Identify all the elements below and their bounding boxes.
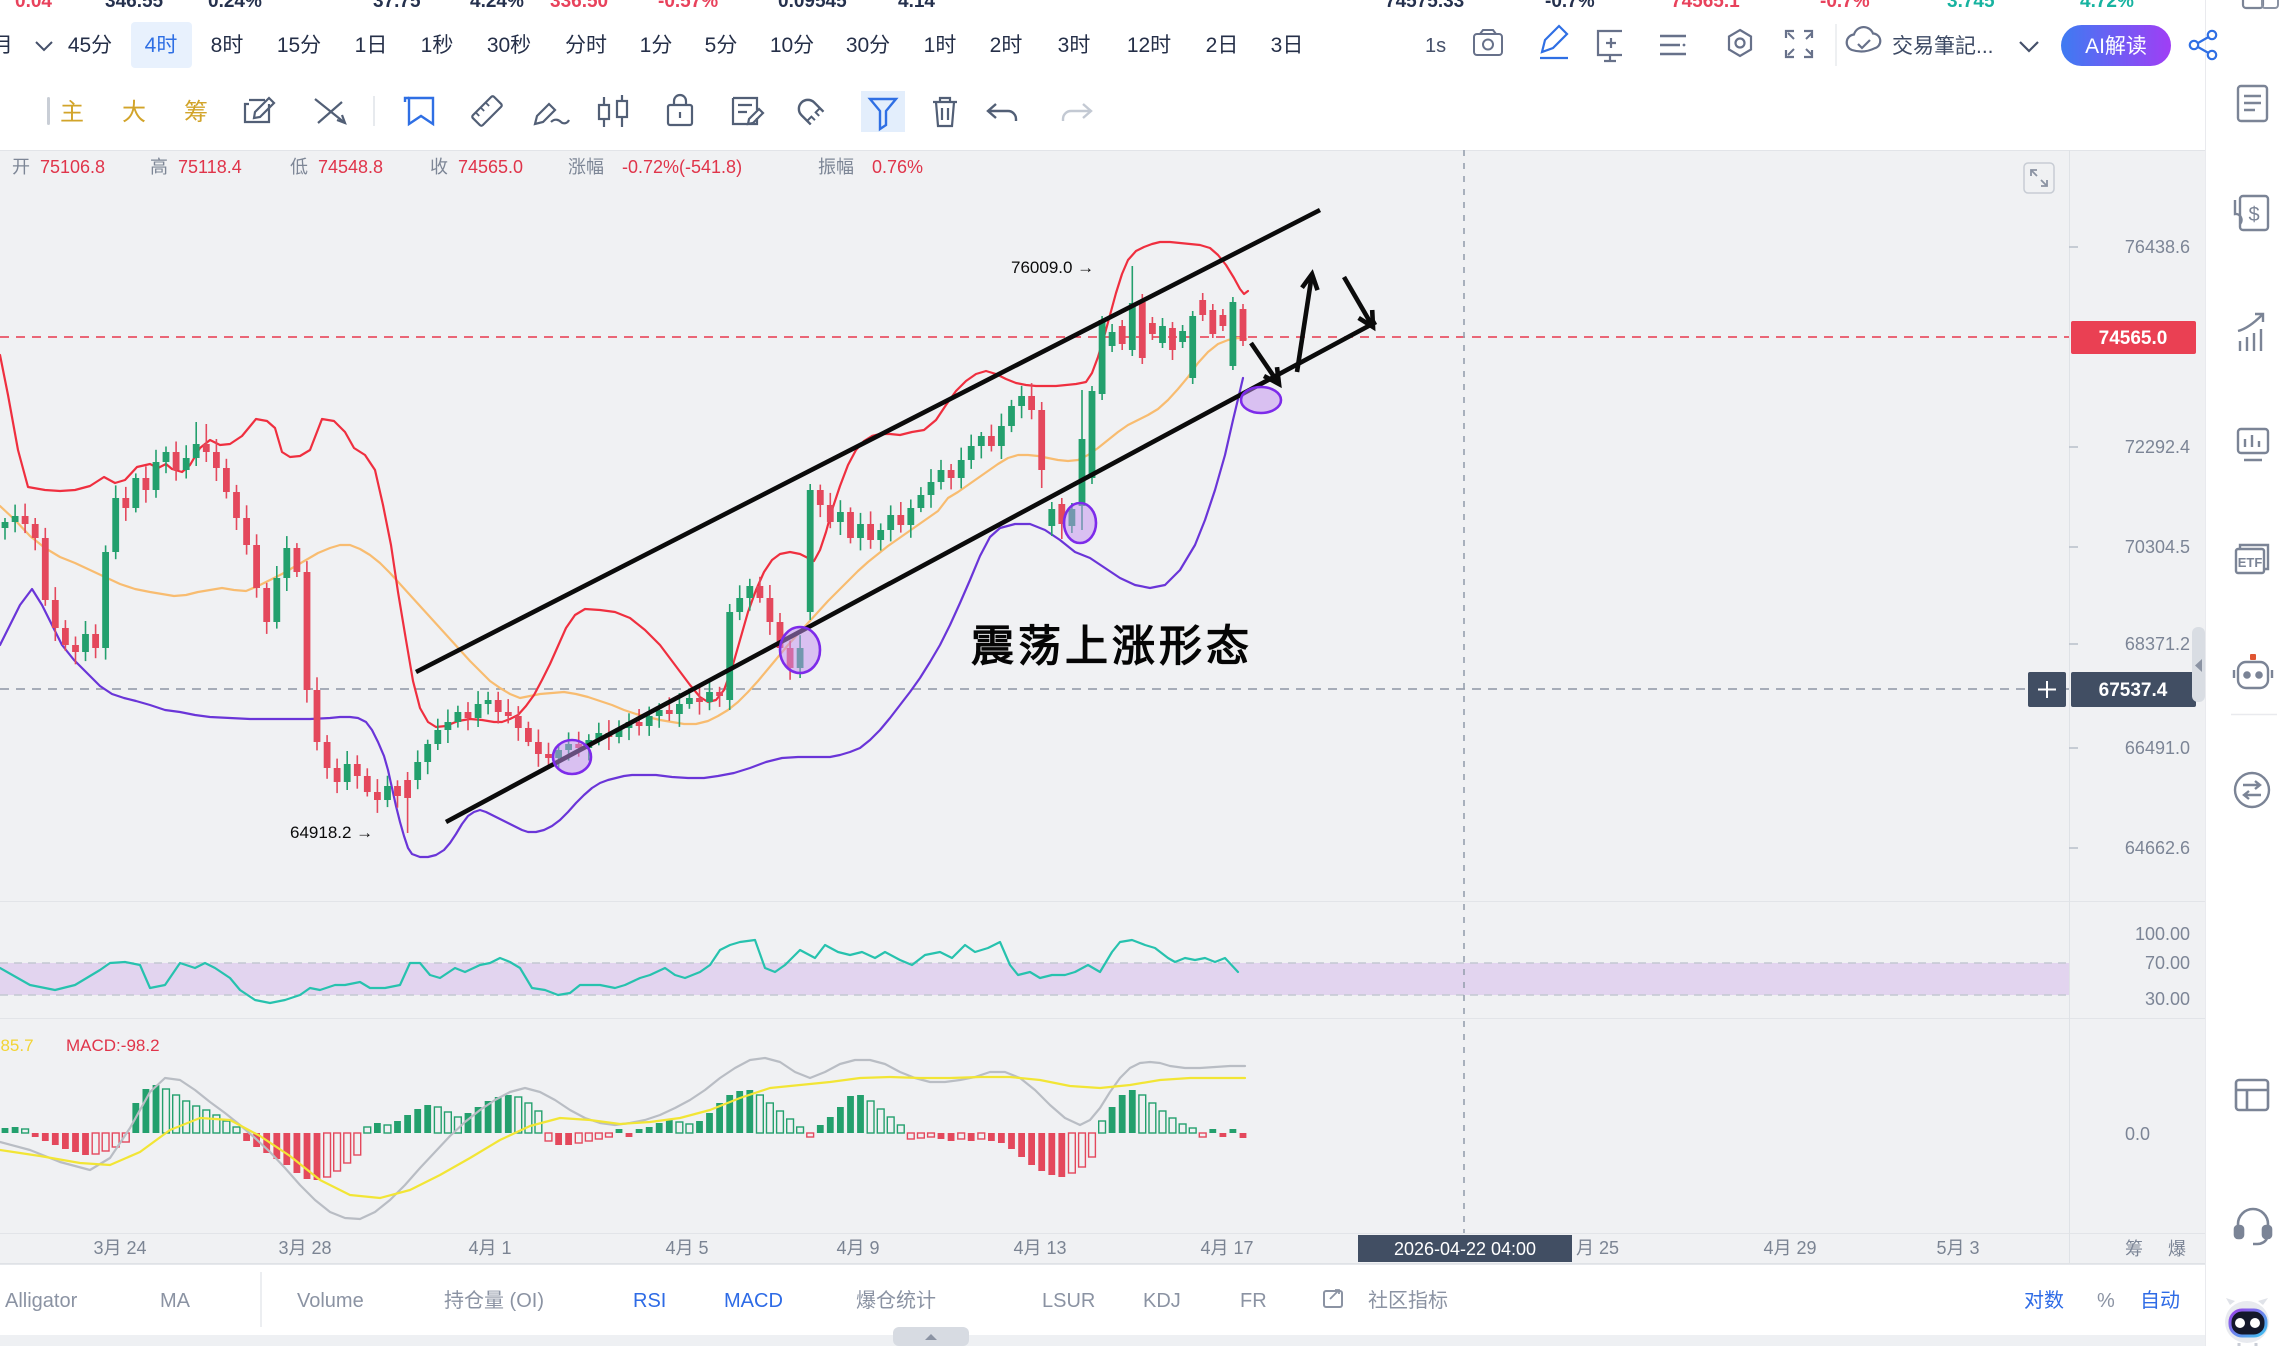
svg-text:1s: 1s [1425,35,1446,57]
svg-text:74565.0: 74565.0 [458,157,523,177]
svg-text:交易筆記...: 交易筆記... [1892,35,1994,58]
svg-text:3时: 3时 [1058,34,1091,57]
svg-text:RSI: RSI [633,1290,666,1312]
svg-text:685.7: 685.7 [0,1036,34,1055]
svg-text:0.24%: 0.24% [208,0,262,12]
svg-text:67537.4: 67537.4 [2099,680,2168,701]
svg-text:100.00: 100.00 [2135,924,2190,944]
svg-text:0.09545: 0.09545 [778,0,847,12]
svg-text:自动: 自动 [2140,1289,2180,1312]
svg-text:-0.57%: -0.57% [658,0,718,12]
svg-text:0.04: 0.04 [15,0,52,12]
svg-text:MACD: MACD [724,1290,783,1312]
svg-text:筹: 筹 [2125,1239,2143,1259]
svg-text:月: 月 [0,34,13,57]
svg-text:开: 开 [12,157,30,177]
svg-text:0.76%: 0.76% [872,157,923,177]
svg-text:对数: 对数 [2024,1289,2064,1312]
svg-text:72292.4: 72292.4 [2125,437,2190,457]
svg-text:4月 13: 4月 13 [1013,1238,1066,1258]
svg-text:ETF: ETF [2238,555,2263,570]
svg-text:FR: FR [1240,1290,1267,1312]
svg-text:66491.0: 66491.0 [2125,738,2190,758]
svg-text:4月 9: 4月 9 [836,1238,879,1258]
svg-text:64918.2 →: 64918.2 → [290,823,373,842]
svg-text:64662.6: 64662.6 [2125,838,2190,858]
svg-text:1秒: 1秒 [421,34,454,57]
svg-text:持仓量 (OI): 持仓量 (OI) [444,1289,544,1312]
svg-text:4.72%: 4.72% [2080,0,2134,12]
svg-text:74548.8: 74548.8 [318,157,383,177]
svg-text:4时: 4时 [145,34,178,57]
svg-text:LSUR: LSUR [1042,1290,1095,1312]
svg-text:爆: 爆 [2168,1239,2186,1259]
svg-text:3月 24: 3月 24 [93,1238,146,1258]
svg-text:$: $ [2248,204,2259,226]
svg-text:74565.0: 74565.0 [2099,328,2168,349]
svg-text:346.55: 346.55 [105,0,164,12]
svg-text:MA: MA [160,1290,191,1312]
svg-text:8时: 8时 [211,34,244,57]
svg-text:收: 收 [430,157,448,177]
svg-text:1日: 1日 [355,34,388,57]
svg-text:0.0: 0.0 [2125,1124,2150,1144]
svg-text:10分: 10分 [770,34,814,57]
svg-text:3月 28: 3月 28 [278,1238,331,1258]
svg-text:75106.8: 75106.8 [40,157,105,177]
svg-text:4月 29: 4月 29 [1763,1238,1816,1258]
svg-text:Volume: Volume [297,1290,364,1312]
svg-text:大: 大 [122,99,146,126]
svg-text:336.50: 336.50 [550,0,608,12]
svg-text:68371.2: 68371.2 [2125,634,2190,654]
svg-text:76438.6: 76438.6 [2125,237,2190,257]
svg-text:5分: 5分 [705,34,738,57]
svg-text:3日: 3日 [1271,34,1304,57]
svg-text:70304.5: 70304.5 [2125,537,2190,557]
svg-text:高: 高 [150,157,168,177]
svg-text:-0.72%(-541.8): -0.72%(-541.8) [622,157,742,177]
svg-text:3.745: 3.745 [1947,0,1995,12]
svg-text:爆仓统计: 爆仓统计 [856,1289,936,1312]
svg-text:-0.7%: -0.7% [1820,0,1870,12]
svg-text:KDJ: KDJ [1143,1290,1181,1312]
svg-text:70.00: 70.00 [2145,953,2190,973]
svg-text:1时: 1时 [924,34,957,57]
svg-text:筹: 筹 [184,99,208,126]
svg-text:%: % [2097,1290,2115,1312]
svg-text:AI解读: AI解读 [2085,35,2147,58]
svg-text:74575.33: 74575.33 [1385,0,1464,12]
svg-text:月 25: 月 25 [1576,1238,1619,1258]
svg-text:37.75: 37.75 [373,0,421,12]
svg-text:30分: 30分 [846,34,890,57]
svg-text:30秒: 30秒 [487,34,531,57]
svg-text:MACD:-98.2: MACD:-98.2 [66,1036,160,1055]
svg-text:2日: 2日 [1206,34,1239,57]
svg-text:12时: 12时 [1127,34,1171,57]
svg-text:振幅: 振幅 [818,157,854,177]
svg-text:4.24%: 4.24% [470,0,524,12]
svg-text:15分: 15分 [277,34,321,57]
svg-text:4.14: 4.14 [898,0,935,12]
svg-text:震荡上涨形态: 震荡上涨形态 [971,623,1253,671]
svg-text:社区指标: 社区指标 [1368,1289,1448,1312]
svg-text:低: 低 [290,157,308,177]
svg-text:4月 5: 4月 5 [665,1238,708,1258]
svg-text:1分: 1分 [640,34,673,57]
svg-text:30.00: 30.00 [2145,989,2190,1009]
svg-text:74565.1: 74565.1 [1671,0,1740,12]
svg-text:2时: 2时 [990,34,1023,57]
svg-text:主: 主 [60,99,84,126]
svg-text:4月 17: 4月 17 [1200,1238,1253,1258]
svg-text:-0.7%: -0.7% [1545,0,1595,12]
svg-text:75118.4: 75118.4 [178,157,242,177]
svg-text:涨幅: 涨幅 [568,157,604,177]
svg-text:5月 3: 5月 3 [1936,1238,1979,1258]
svg-text:Alligator: Alligator [5,1290,78,1312]
svg-text:分时: 分时 [565,34,607,57]
svg-text:4月 1: 4月 1 [468,1238,511,1258]
svg-text:45分: 45分 [68,34,112,57]
svg-text:76009.0 →: 76009.0 → [1011,258,1094,277]
svg-text:2026-04-22 04:00: 2026-04-22 04:00 [1394,1239,1536,1259]
